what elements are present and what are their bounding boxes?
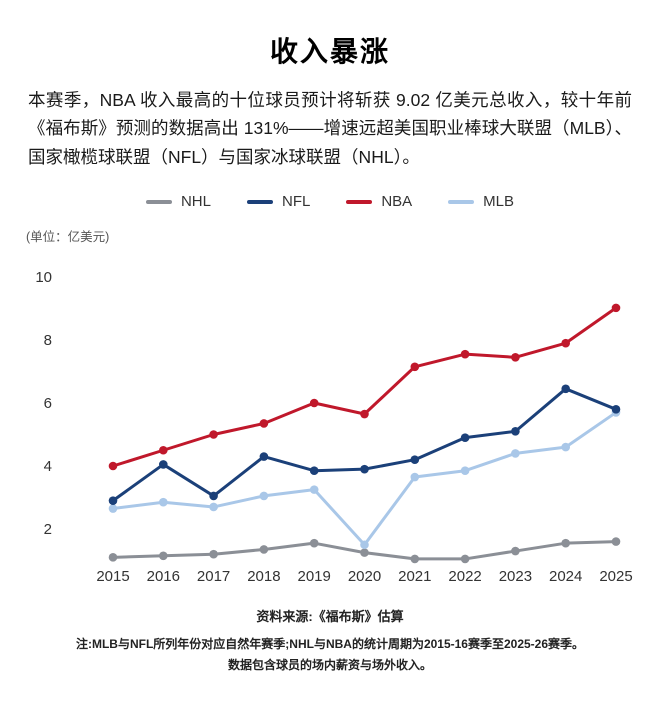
source-text: 资料来源:《福布斯》估算 (256, 609, 404, 625)
data-point-nhl-2022 (460, 554, 470, 564)
legend-label: NFL (281, 193, 311, 211)
x-axis-tick-label: 2017 (197, 568, 230, 585)
x-axis-tick-label: 2015 (96, 568, 129, 585)
data-point-nfl-2015 (108, 496, 118, 505)
data-point-nfl-2019 (309, 466, 319, 476)
data-point-mlb-2018 (259, 491, 269, 501)
footnote-1: 注:MLB与NFL所列年份对应自然年赛季;NHL与NBA的统计周期为2015-1… (75, 637, 585, 652)
x-axis-tick-label: 2016 (147, 568, 180, 585)
x-axis-tick-label: 2019 (298, 568, 331, 585)
data-point-nba-2016 (159, 445, 168, 455)
data-point-mlb-2021 (410, 472, 420, 482)
x-axis-tick-label: 2021 (398, 568, 431, 585)
data-point-nba-2022 (460, 349, 470, 359)
y-axis-tick-label: 4 (44, 458, 52, 475)
data-point-nfl-2022 (460, 433, 470, 442)
legend-item-nba: NBA (346, 193, 412, 210)
intro-text: 本赛季，NBA 收入最高的十位球员预计将斩获 9.02 亿美元总收入，较十年前《… (28, 90, 632, 167)
data-point-mlb-2019 (309, 485, 319, 494)
footnote-2: 数据包含球员的场内薪资与场外收入。 (227, 658, 432, 673)
x-axis-tick-label: 2025 (599, 568, 632, 585)
chart-line-nfl (111, 387, 618, 503)
data-point-nba-2025 (611, 303, 621, 313)
legend-label: MLB (483, 193, 515, 211)
data-point-mlb-2023 (511, 449, 520, 458)
legend-label: NBA (381, 193, 413, 211)
data-point-mlb-2017 (209, 502, 218, 512)
line-chart: 10 8 6 4 2 2015 2016 2017 2018 2019 2020 2021 2022 20… (35, 269, 632, 585)
data-point-nba-2021 (410, 362, 420, 372)
chart-line-nba (111, 306, 618, 468)
legend-item-nhl: NHL (145, 193, 211, 211)
data-point-nhl-2023 (511, 546, 520, 556)
data-point-nfl-2025 (611, 405, 621, 414)
chart-footer: 资料来源:《福布斯》估算 注:MLB与NFL所列年份对应自然年赛季;NHL与NB… (0, 606, 660, 676)
legend-item-mlb: MLB (448, 193, 514, 210)
y-axis-tick-label: 8 (44, 332, 52, 349)
data-point-nba-2015 (108, 461, 118, 471)
data-point-nfl-2024 (561, 384, 570, 394)
data-point-nba-2018 (259, 419, 269, 428)
data-point-nfl-2016 (159, 460, 168, 469)
data-point-nba-2020 (360, 409, 369, 419)
data-point-mlb-2015 (108, 504, 118, 513)
legend-label: NHL (180, 193, 211, 211)
data-point-nba-2023 (511, 353, 520, 362)
data-point-nhl-2017 (209, 549, 218, 559)
data-point-nhl-2025 (611, 537, 621, 546)
data-point-nhl-2020 (360, 548, 369, 557)
data-point-nba-2019 (309, 398, 319, 408)
x-axis-tick-label: 2022 (448, 568, 481, 585)
x-axis-tick-label: 2024 (549, 568, 582, 585)
y-axis-tick-label: 2 (44, 521, 52, 538)
legend-swatch-nfl (246, 199, 273, 204)
data-point-nba-2017 (209, 430, 218, 439)
legend-swatch-nba (346, 199, 373, 204)
data-point-nhl-2021 (410, 554, 420, 564)
data-point-mlb-2016 (159, 497, 168, 507)
x-axis-tick-label: 2023 (499, 568, 532, 585)
data-point-mlb-2022 (460, 466, 470, 476)
data-point-nfl-2017 (209, 491, 218, 501)
data-point-nfl-2021 (410, 455, 420, 465)
data-point-mlb-2024 (561, 442, 570, 452)
page-title: 收入暴涨 (269, 36, 390, 67)
data-point-nhl-2018 (259, 545, 269, 554)
unit-label: (单位：亿美元) (26, 230, 110, 245)
x-axis-tick-label: 2018 (247, 568, 280, 585)
data-point-mlb-2020 (360, 540, 369, 550)
data-point-nhl-2016 (159, 551, 168, 561)
chart-legend: NHL NFL NBA MLB (0, 193, 660, 210)
y-axis-tick-label: 6 (44, 395, 52, 412)
legend-swatch-mlb (448, 199, 475, 204)
data-point-nfl-2023 (511, 427, 520, 436)
data-point-nfl-2018 (259, 452, 269, 461)
x-axis-tick-label: 2020 (348, 568, 381, 585)
legend-item-nfl: NFL (246, 193, 311, 211)
data-point-nhl-2019 (309, 538, 319, 548)
data-point-nba-2024 (561, 338, 570, 348)
y-axis-tick-label: 10 (35, 269, 52, 286)
legend-swatch-nhl (145, 199, 172, 204)
data-point-nhl-2024 (561, 538, 570, 548)
data-point-nfl-2020 (360, 464, 369, 474)
data-point-nhl-2015 (108, 553, 118, 562)
